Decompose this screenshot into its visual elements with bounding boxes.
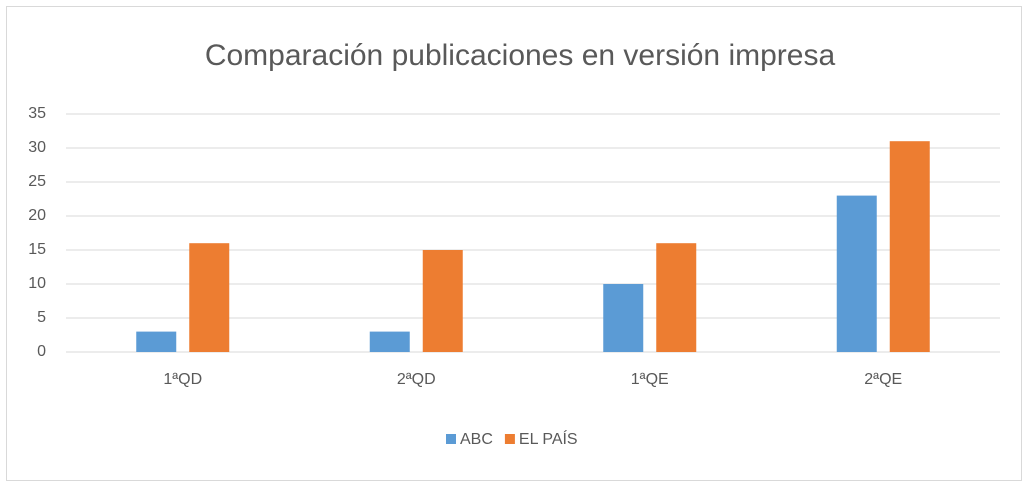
y-tick-label: 35 bbox=[28, 105, 46, 122]
x-tick-label: 2ªQD bbox=[397, 371, 436, 388]
chart-title: Comparación publicaciones en versión imp… bbox=[205, 39, 836, 72]
x-tick-label: 2ªQE bbox=[864, 371, 902, 388]
bar bbox=[422, 250, 463, 352]
y-tick-label: 30 bbox=[28, 139, 46, 156]
y-tick-label: 20 bbox=[28, 207, 46, 224]
y-tick-label: 15 bbox=[28, 241, 46, 258]
legend-swatch bbox=[504, 434, 515, 444]
y-tick-label: 5 bbox=[37, 309, 46, 326]
x-tick-label: 1ªQD bbox=[163, 371, 202, 388]
bar bbox=[189, 243, 230, 352]
legend-swatch bbox=[446, 434, 456, 444]
legend-label: EL PAÍS bbox=[519, 429, 578, 448]
x-tick-label: 1ªQE bbox=[631, 371, 669, 388]
bar bbox=[369, 331, 410, 352]
bar bbox=[603, 284, 644, 352]
legend-label: ABC bbox=[460, 431, 493, 448]
bar bbox=[656, 243, 697, 352]
bar bbox=[836, 195, 877, 352]
bar bbox=[889, 141, 930, 352]
y-tick-label: 25 bbox=[28, 173, 46, 190]
y-tick-label: 0 bbox=[37, 343, 46, 360]
bar bbox=[136, 331, 177, 352]
y-tick-label: 10 bbox=[28, 275, 46, 292]
